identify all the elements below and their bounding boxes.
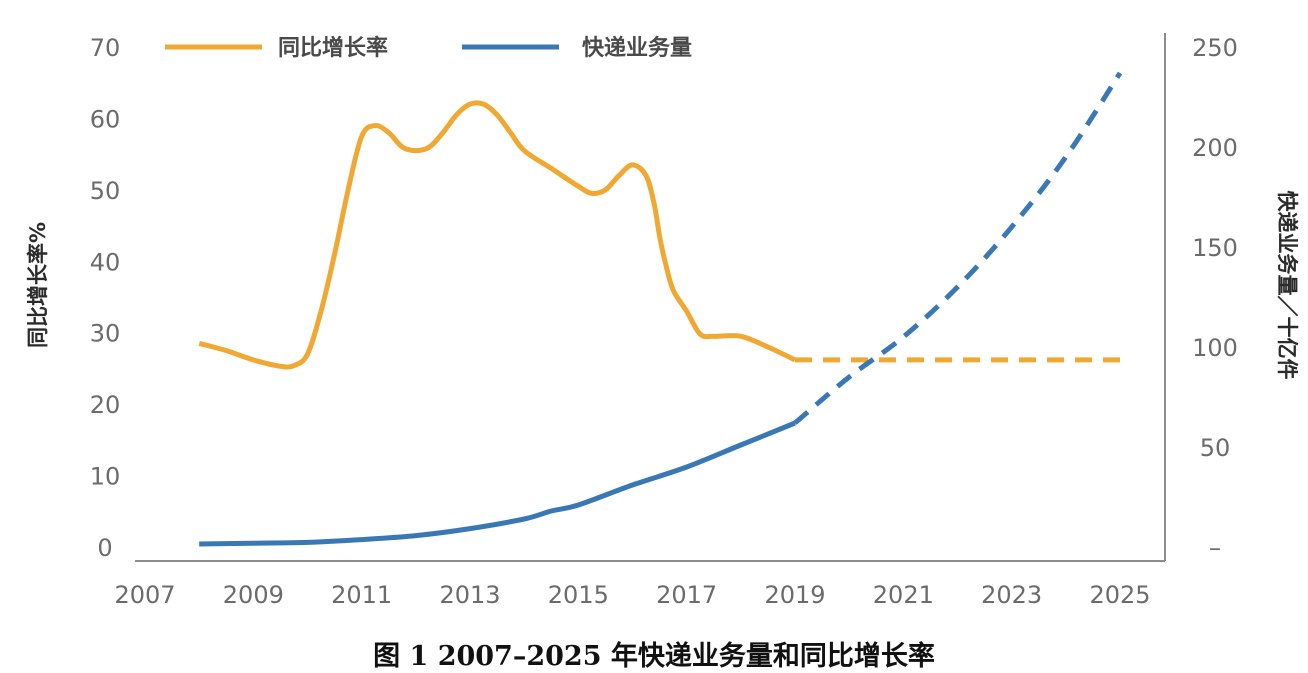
left-tick-label: 10 — [90, 463, 121, 491]
x-tick-label: 2009 — [223, 581, 284, 609]
x-axis-ticks: 2007 2009 2011 2013 2015 2017 2019 2021 2023 2025 — [114, 581, 1150, 609]
legend-label-volume: 快递业务量 — [582, 35, 692, 61]
x-tick-label: 2021 — [873, 581, 934, 609]
volume-line — [199, 420, 796, 547]
right-tick-label: 150 — [1192, 234, 1238, 262]
left-tick-label: 40 — [90, 248, 121, 276]
growth-rate-line — [198, 100, 797, 370]
right-tick-label: 250 — [1192, 34, 1238, 62]
figure-caption: 图 1 2007–2025 年快递业务量和同比增长率 — [373, 641, 935, 672]
legend-label-growth: 同比增长率 — [278, 35, 388, 61]
left-tick-label: 30 — [90, 320, 121, 348]
volume-forecast-line — [793, 71, 1123, 425]
x-tick-label: 2017 — [656, 581, 717, 609]
right-axis-ticks: – 50 100 150 200 250 — [1192, 34, 1238, 562]
right-axis-title: 快递业务量／十亿件 — [1275, 191, 1299, 380]
legend: 同比增长率 快递业务量 — [165, 35, 692, 61]
left-axis-ticks: 0 10 20 30 40 50 60 70 — [90, 34, 121, 562]
x-tick-label: 2023 — [981, 581, 1042, 609]
right-tick-label: 50 — [1200, 434, 1231, 462]
x-tick-label: 2007 — [114, 581, 175, 609]
left-tick-label: 70 — [90, 34, 121, 62]
left-tick-label: 0 — [97, 534, 112, 562]
left-tick-label: 60 — [90, 105, 121, 133]
right-tick-label: 200 — [1192, 134, 1238, 162]
x-tick-label: 2025 — [1089, 581, 1150, 609]
right-tick-label: 100 — [1192, 334, 1238, 362]
series-layer — [198, 71, 1123, 547]
x-tick-label: 2015 — [548, 581, 609, 609]
left-tick-label: 50 — [90, 177, 121, 205]
right-tick-label: – — [1209, 534, 1221, 562]
x-tick-label: 2011 — [331, 581, 392, 609]
left-axis-title: 同比增长率% — [26, 222, 50, 348]
x-tick-label: 2013 — [439, 581, 500, 609]
chart: 0 10 20 30 40 50 60 70 – 50 100 150 200 250 2007 2009… — [26, 33, 1299, 609]
left-tick-label: 20 — [90, 391, 121, 419]
x-tick-label: 2019 — [764, 581, 825, 609]
